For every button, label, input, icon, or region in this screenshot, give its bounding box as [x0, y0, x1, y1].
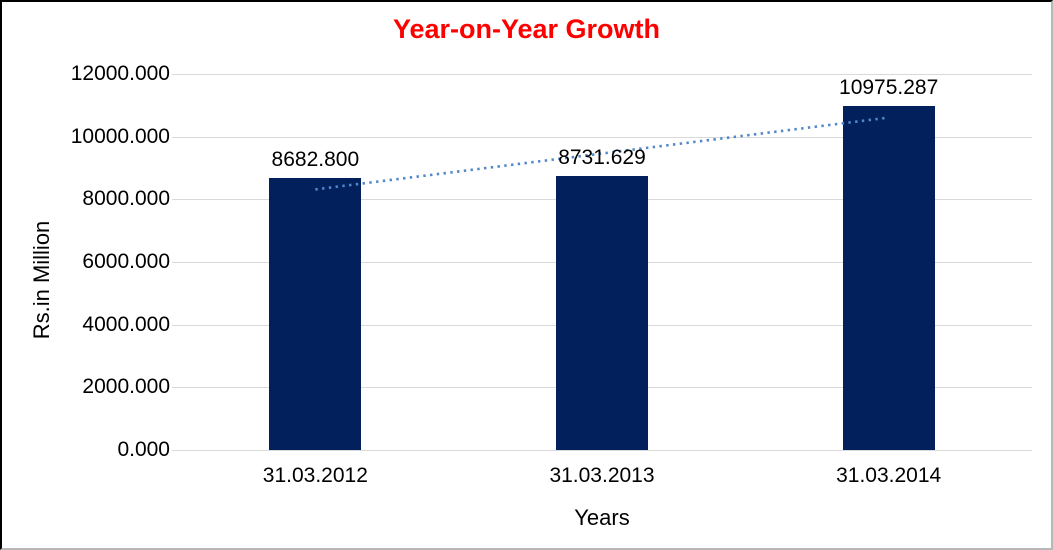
gridline: [172, 74, 1032, 75]
bar: [269, 177, 362, 450]
bar: [842, 106, 935, 450]
x-axis-title: Years: [574, 505, 630, 530]
chart-title: Year-on-Year Growth: [392, 14, 661, 44]
y-tick-label: 12000.000: [70, 62, 170, 85]
y-tick-label: 10000.000: [70, 124, 170, 148]
x-tick-label: 31.03.2012: [262, 464, 368, 487]
y-tick-label: 0.000: [117, 438, 170, 461]
x-tick-label: 31.03.2014: [836, 464, 942, 487]
y-tick-label: 4000.000: [82, 312, 170, 336]
y-tick-label: 2000.000: [82, 375, 170, 399]
bar: [556, 176, 648, 450]
bar-value-label: 8682.800: [271, 147, 360, 171]
bar-value-label: 10975.287: [839, 76, 939, 100]
x-tick-label: 31.03.2013: [549, 464, 655, 487]
gridline: [172, 450, 1032, 451]
y-tick-label: 8000.000: [82, 187, 170, 211]
bar-value-label: 8731.629: [558, 146, 646, 170]
plot-area: [172, 74, 1032, 451]
y-tick-label: 6000.000: [82, 250, 170, 273]
